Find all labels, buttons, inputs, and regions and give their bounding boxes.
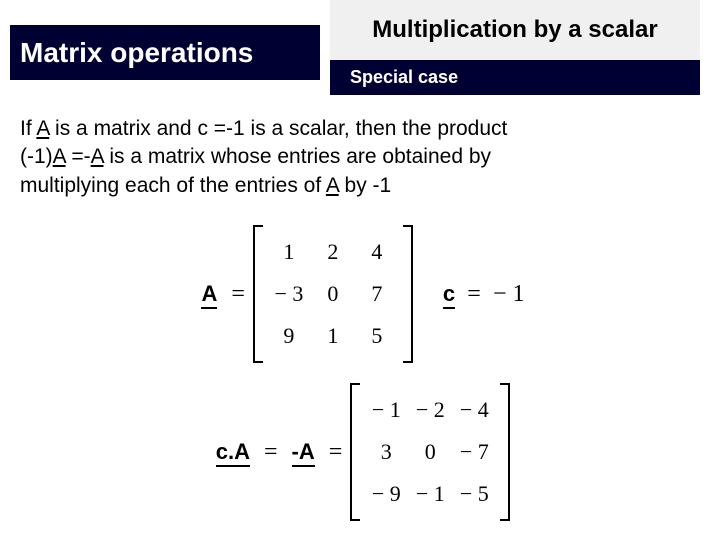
text-frag: is a matrix and c =-1 is a scalar, then … — [49, 117, 507, 140]
scalar-value: − 1 — [493, 281, 525, 307]
scalar-c: c = − 1 — [443, 281, 525, 308]
matrix-cell: 5 — [355, 315, 399, 357]
matrix-cell: − 2 — [408, 389, 452, 431]
matrix-A-ref: A — [326, 174, 339, 197]
matrix-cell: 1 — [267, 231, 311, 273]
text-frag: (-1) — [20, 145, 53, 168]
text-frag: multiplying each of the entries of — [20, 174, 326, 197]
matrix-cell: 7 — [355, 273, 399, 315]
label-c: c — [443, 281, 455, 309]
matrix-cell: 2 — [311, 231, 355, 273]
matrix-cell: 1 — [311, 315, 355, 357]
body-text: If A is a matrix and c =-1 is a scalar, … — [20, 115, 700, 200]
matrix-A-ref: A — [91, 145, 104, 168]
text-frag: by -1 — [339, 174, 392, 197]
matrix-cell: 4 — [355, 231, 399, 273]
equals-sign: = — [231, 281, 245, 308]
bracket-right — [403, 225, 413, 363]
matrix-cell: 9 — [267, 315, 311, 357]
bracket-right — [500, 383, 510, 521]
bracket-left — [350, 383, 360, 521]
matrix-cell: − 1 — [364, 389, 408, 431]
math-area: A = 124− 307915 c = − 1 c.A = -A = − 1− … — [0, 225, 720, 541]
matrix-cell: 3 — [364, 431, 408, 473]
text-frag: =- — [66, 145, 91, 168]
matrix-cell: 0 — [311, 273, 355, 315]
matrix-A-ref: A — [36, 117, 49, 140]
title-right-top: Multiplication by a scalar — [330, 0, 700, 60]
title-left: Matrix operations — [10, 25, 320, 80]
matrix-cell: − 9 — [364, 473, 408, 515]
label-cA: c.A — [216, 439, 250, 465]
matrix-cell: − 4 — [452, 389, 496, 431]
matrix-negA: − 1− 2− 430− 7− 9− 1− 5 — [350, 383, 510, 521]
text-frag: If — [20, 117, 36, 140]
matrix-cell: 0 — [408, 431, 452, 473]
label-negA: -A — [292, 439, 315, 465]
matrix-A: 124− 307915 — [253, 225, 413, 363]
matrix-A-ref: A — [53, 145, 66, 168]
matrix-cell: − 1 — [408, 473, 452, 515]
matrix-negA-cells: − 1− 2− 430− 7− 9− 1− 5 — [360, 383, 500, 521]
equation-1: A = 124− 307915 c = − 1 — [0, 225, 720, 363]
title-right-bottom: Special case — [330, 60, 700, 95]
header: Matrix operations Multiplication by a sc… — [0, 0, 720, 100]
equals-sign: = — [467, 281, 481, 307]
label-A: A — [201, 281, 217, 307]
bracket-left — [253, 225, 263, 363]
matrix-A-cells: 124− 307915 — [263, 225, 403, 363]
text-frag: is a matrix whose entries are obtained b… — [103, 145, 491, 168]
matrix-cell: − 3 — [267, 273, 311, 315]
equals-sign: = — [329, 439, 343, 466]
matrix-cell: − 5 — [452, 473, 496, 515]
matrix-cell: − 7 — [452, 431, 496, 473]
equals-sign: = — [264, 439, 278, 466]
equation-2: c.A = -A = − 1− 2− 430− 7− 9− 1− 5 — [0, 383, 720, 521]
